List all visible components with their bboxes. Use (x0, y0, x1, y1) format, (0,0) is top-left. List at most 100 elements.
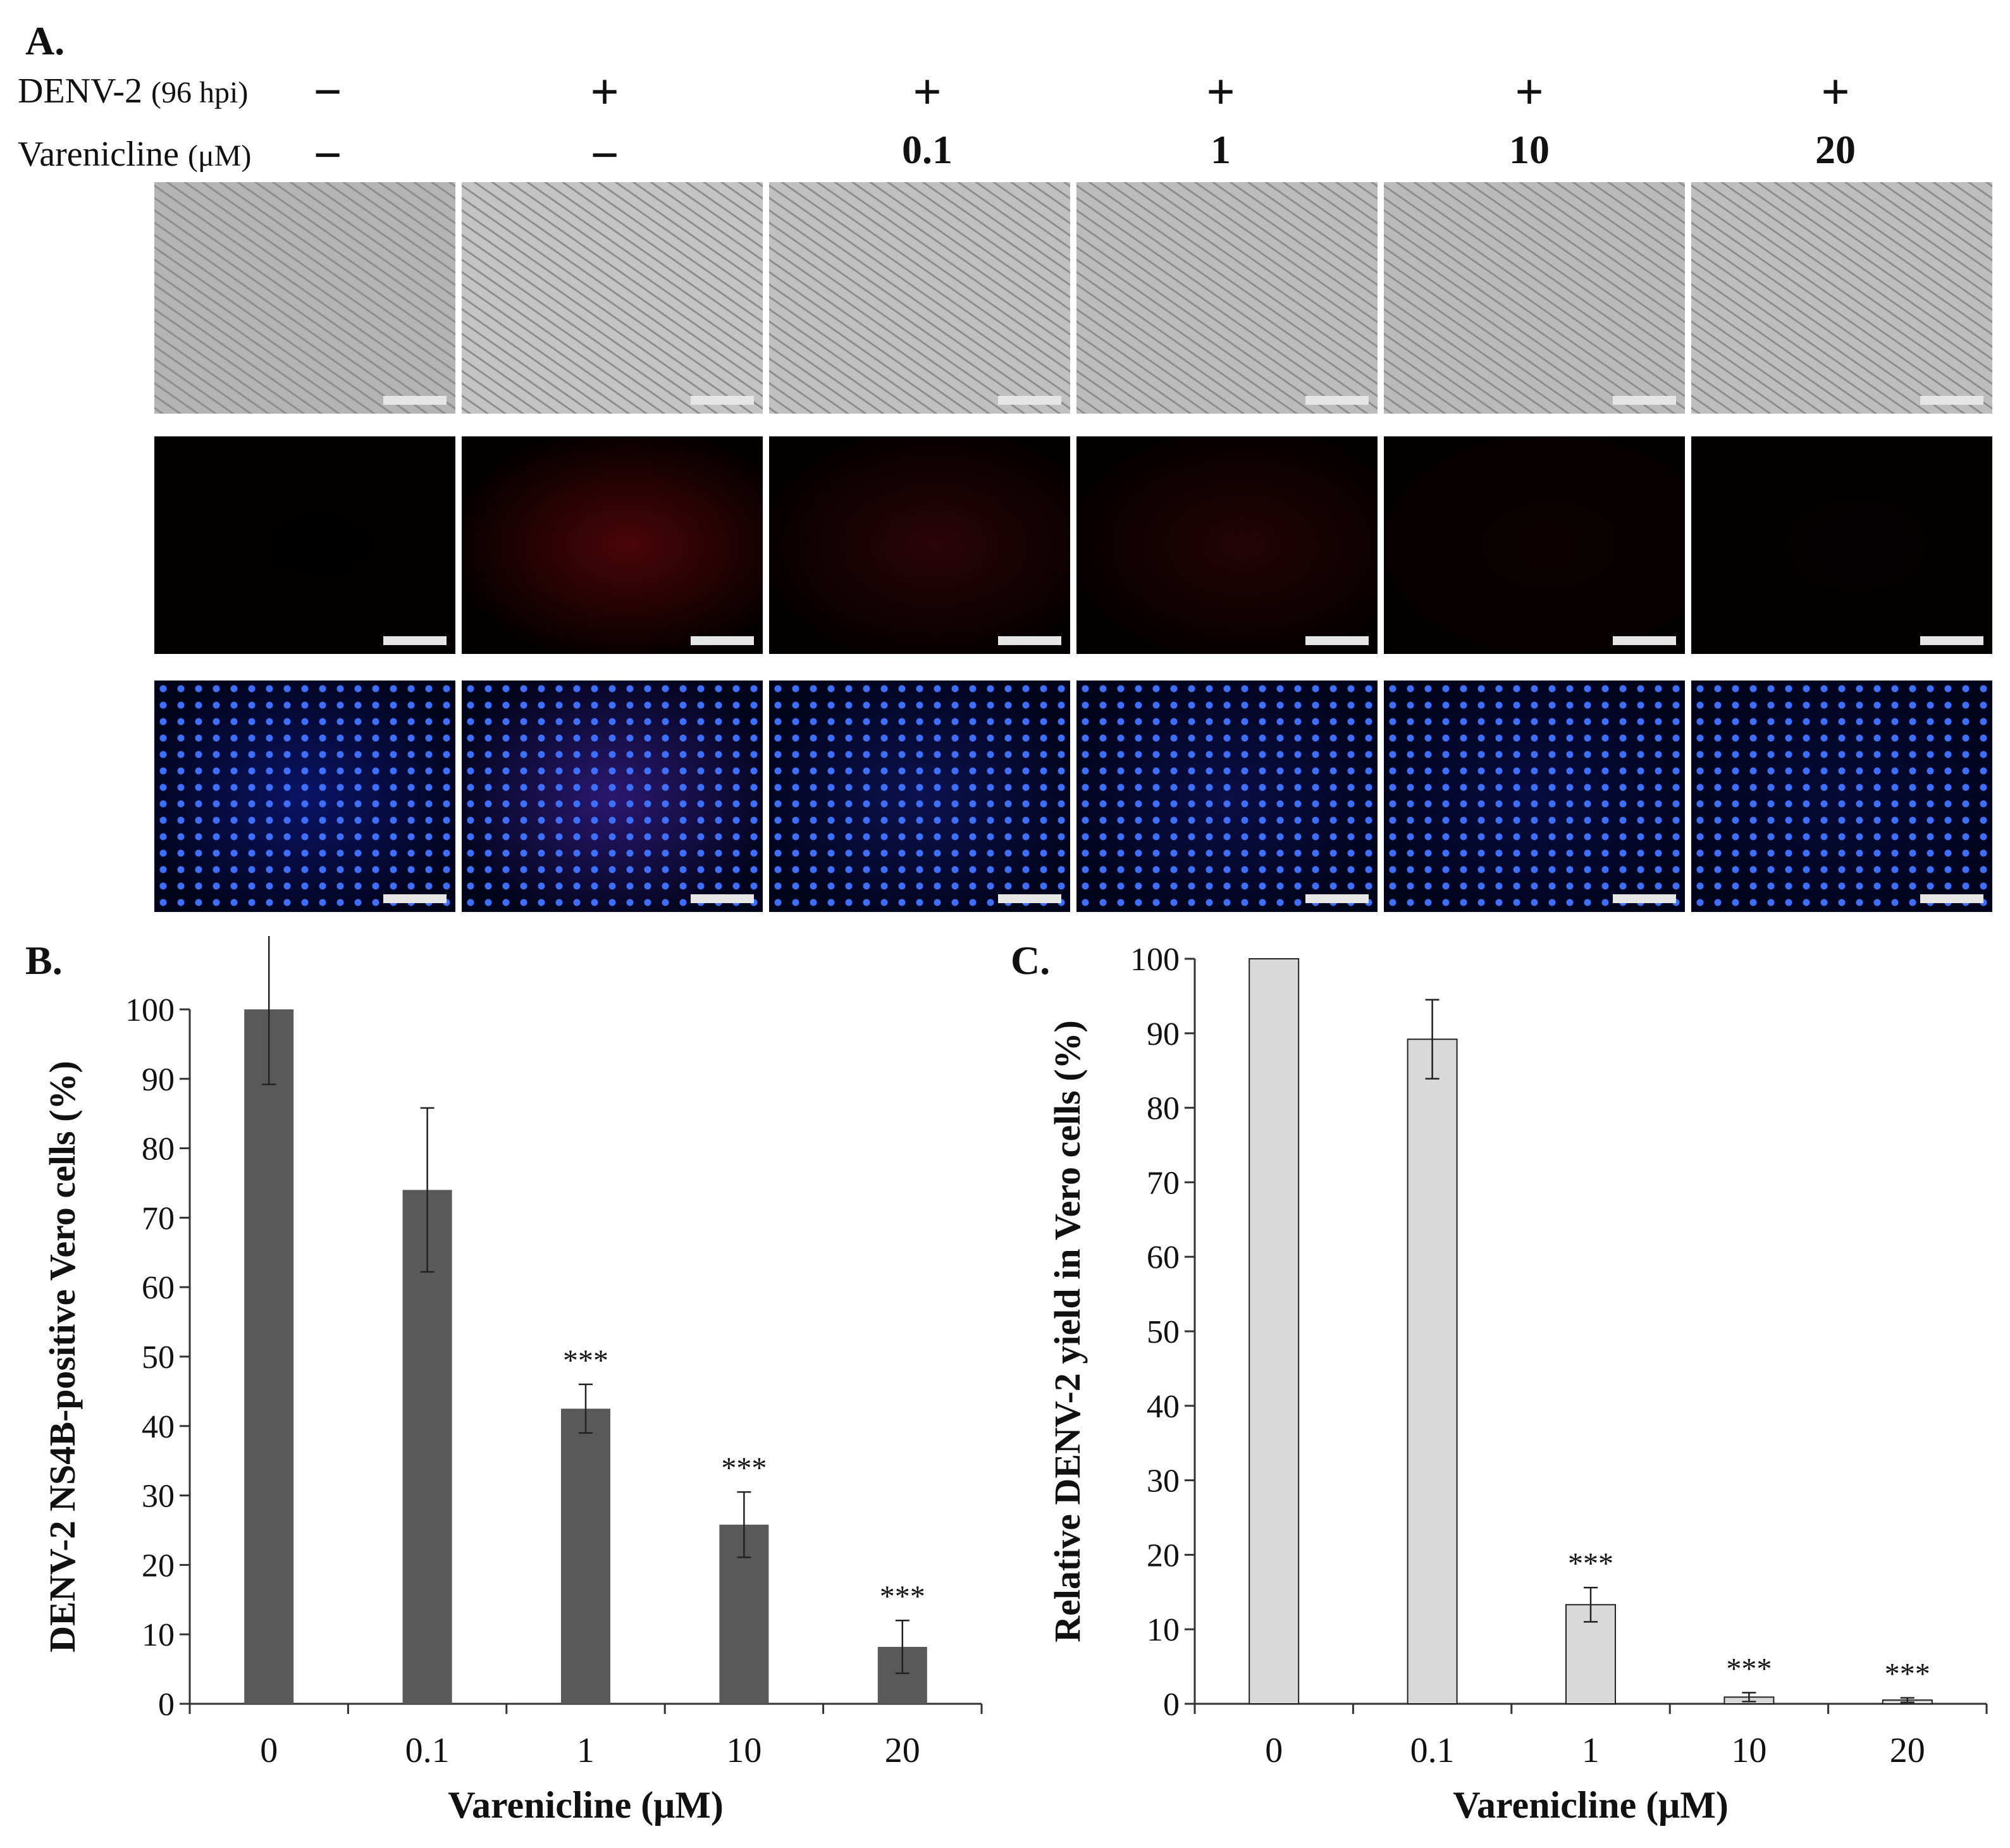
x-tick-label: 0.1 (405, 1731, 450, 1770)
scale-bar (998, 894, 1061, 903)
scale-bar (1305, 894, 1369, 903)
ns4b-red-tile-5 (1691, 436, 1992, 654)
scale-bar (1920, 636, 1983, 645)
y-tick-label: 80 (1147, 1091, 1180, 1127)
denv-sign-1: + (590, 65, 619, 120)
scale-bar (1920, 396, 1983, 405)
denv-sign-3: + (1206, 65, 1235, 120)
y-axis-title: DENV-2 NS4B-positive Vero cells (%) (42, 1061, 83, 1652)
scale-bar (383, 894, 447, 903)
drug-value-0: − (313, 128, 342, 183)
panel-a-letter: A. (25, 18, 65, 63)
y-tick-label: 100 (1130, 942, 1180, 978)
significance-label: *** (1885, 1658, 1930, 1691)
y-tick-label: 0 (1163, 1687, 1180, 1723)
y-tick-label: 60 (142, 1270, 175, 1306)
x-tick-label: 0 (1265, 1731, 1283, 1770)
y-tick-label: 0 (158, 1687, 175, 1723)
scale-bar (383, 396, 447, 405)
chart-c: 0 10 20 30 40 50 60 70 80 90 100 0 0.1 *** 1 *** 10 *** 20… (1047, 942, 1988, 1826)
y-tick-label: 10 (1147, 1612, 1180, 1648)
y-tick-label: 20 (1147, 1537, 1180, 1574)
phase-contrast-tile-0 (154, 182, 455, 414)
drug-value-5: 20 (1815, 127, 1856, 172)
denv-label-text: DENV-2 (18, 71, 143, 111)
scale-bar (1305, 636, 1369, 645)
phase-contrast-tile-4 (1384, 182, 1685, 414)
merged-dapi-tile-0 (154, 681, 455, 912)
denv-label: DENV-2 (96 hpi) (18, 71, 248, 111)
significance-label: *** (721, 1451, 767, 1485)
bar-0.1 (1407, 1038, 1458, 1704)
significance-label: *** (1568, 1547, 1613, 1580)
y-tick-label: 10 (142, 1617, 175, 1653)
ns4b-red-tile-3 (1076, 436, 1378, 654)
x-axis-title: Varenicline (μM) (1453, 1784, 1729, 1826)
y-tick-label: 70 (142, 1200, 175, 1236)
y-tick-label: 40 (142, 1409, 175, 1445)
y-tick-label: 70 (1147, 1165, 1180, 1201)
scale-bar (998, 396, 1061, 405)
y-tick-label: 30 (142, 1479, 175, 1515)
y-axis-title: Relative DENV-2 yield in Vero cells (%) (1047, 1020, 1088, 1642)
y-tick-label: 40 (1147, 1389, 1180, 1425)
drug-value-4: 10 (1509, 127, 1550, 172)
significance-label: *** (1726, 1652, 1772, 1685)
merged-dapi-tile-4 (1384, 681, 1685, 912)
bar-1 (561, 1408, 610, 1704)
scale-bar (1613, 396, 1676, 405)
scale-bar (1613, 894, 1676, 903)
denv-sign-2: + (913, 65, 942, 120)
x-tick-label: 10 (1731, 1731, 1766, 1770)
chart-b: 0 10 20 30 40 50 60 70 80 90 100 0 0.1 *** 1 *** 10 *** 20… (42, 936, 983, 1826)
denv-sign-0: − (313, 65, 342, 120)
drug-label-text: Varenicline (18, 135, 179, 174)
ns4b-red-tile-0 (154, 436, 455, 654)
panel-b-letter: B. (25, 938, 63, 983)
drug-value-3: 1 (1211, 127, 1231, 172)
significance-label: *** (563, 1344, 608, 1377)
phase-contrast-tile-3 (1076, 182, 1378, 414)
scale-bar (1305, 396, 1369, 405)
y-tick-label: 90 (1147, 1016, 1180, 1052)
scale-bar (383, 636, 447, 645)
y-tick-label: 50 (142, 1340, 175, 1376)
bar-0 (244, 1009, 294, 1704)
x-tick-label: 0.1 (1410, 1731, 1455, 1770)
x-tick-label: 1 (577, 1731, 595, 1770)
y-tick-label: 60 (1147, 1240, 1180, 1276)
x-tick-label: 0 (260, 1731, 278, 1770)
drug-unit: (μM) (187, 139, 252, 173)
y-tick-label: 50 (1147, 1314, 1180, 1350)
denv-sign-5: + (1821, 65, 1850, 120)
ns4b-red-tile-4 (1384, 436, 1685, 654)
drug-label: Varenicline (μM) (18, 134, 251, 175)
x-tick-label: 20 (1890, 1731, 1925, 1770)
drug-value-2: 0.1 (902, 127, 953, 172)
phase-contrast-tile-1 (462, 182, 763, 414)
merged-dapi-tile-2 (769, 681, 1070, 912)
y-tick-label: 30 (1147, 1463, 1180, 1500)
merged-dapi-tile-5 (1691, 681, 1992, 912)
scale-bar (691, 396, 754, 405)
ns4b-red-tile-2 (769, 436, 1070, 654)
scale-bar (1613, 636, 1676, 645)
y-tick-label: 80 (142, 1131, 175, 1167)
phase-contrast-tile-2 (769, 182, 1070, 414)
scale-bar (1920, 894, 1983, 903)
panel-c-letter: C. (1011, 938, 1051, 983)
x-axis-title: Varenicline (μM) (448, 1784, 724, 1826)
scale-bar (998, 636, 1061, 645)
significance-label: *** (880, 1580, 925, 1613)
merged-dapi-tile-1 (462, 681, 763, 912)
y-tick-label: 20 (142, 1548, 175, 1584)
x-tick-label: 20 (885, 1731, 920, 1770)
scale-bar (691, 894, 754, 903)
x-tick-label: 10 (726, 1731, 761, 1770)
drug-value-1: − (590, 128, 619, 183)
x-tick-label: 1 (1582, 1731, 1600, 1770)
scale-bar (691, 636, 754, 645)
denv-sign-4: + (1515, 65, 1544, 120)
denv-unit: (96 hpi) (151, 76, 249, 109)
bar-0.1 (402, 1190, 452, 1704)
